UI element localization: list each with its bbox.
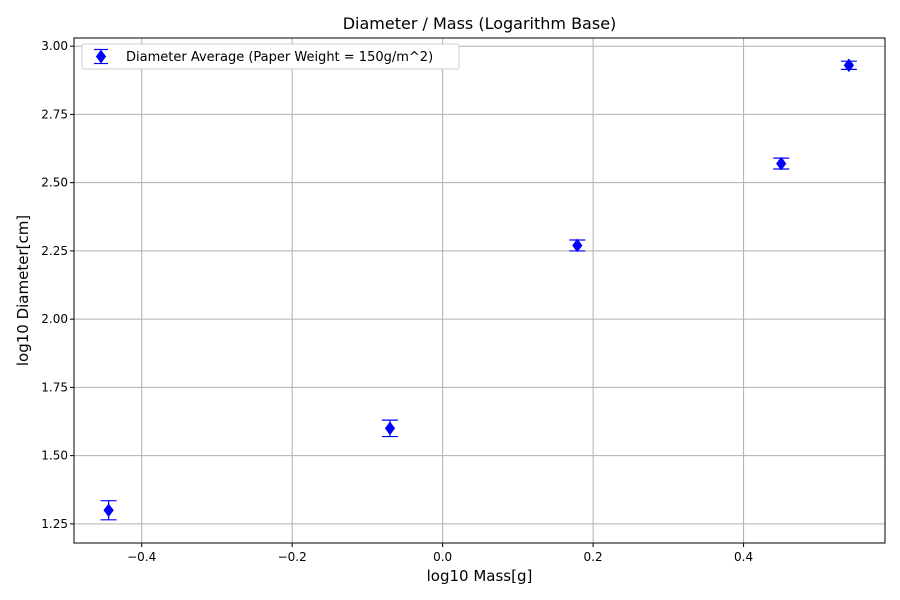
diamond-marker	[776, 156, 787, 171]
y-tick-label: 1.25	[41, 517, 68, 531]
data-point	[381, 419, 398, 438]
data-point	[773, 156, 790, 171]
x-axis-label: log10 Mass[g]	[427, 567, 533, 585]
data-point	[840, 58, 857, 73]
legend: Diameter Average (Paper Weight = 150g/m^…	[81, 43, 460, 70]
y-tick-label: 2.00	[41, 312, 68, 326]
y-axis-label: log10 Diameter[cm]	[14, 215, 32, 366]
x-tick-label: −0.4	[127, 550, 156, 564]
diamond-marker	[384, 421, 396, 436]
y-tick-label: 3.00	[41, 39, 68, 53]
legend-entry-label: Diameter Average (Paper Weight = 150g/m^…	[126, 50, 433, 65]
x-axis-ticks: −0.4 −0.2 0.0 0.2 0.4	[127, 543, 753, 564]
diamond-marker	[572, 238, 583, 253]
x-tick-label: −0.2	[278, 550, 307, 564]
legend-diamond-icon	[95, 49, 107, 64]
x-tick-label: 0.0	[433, 550, 452, 564]
y-tick-label: 2.25	[41, 244, 68, 258]
plot-frame	[73, 37, 886, 544]
diamond-marker	[843, 58, 855, 73]
data-point	[569, 238, 586, 253]
y-tick-label: 2.75	[41, 107, 68, 121]
y-axis-ticks: 1.25 1.50 1.75 2.00 2.25 2.50 2.75 3.00	[41, 39, 74, 531]
legend-box	[81, 43, 460, 70]
chart-title: Diameter / Mass (Logarithm Base)	[343, 14, 617, 33]
data-series	[100, 58, 857, 521]
legend-marker-icon	[94, 48, 108, 65]
x-tick-label: 0.4	[734, 550, 753, 564]
grid	[74, 38, 885, 543]
y-tick-label: 2.50	[41, 176, 68, 190]
y-tick-label: 1.50	[41, 449, 68, 463]
diamond-marker	[103, 503, 114, 518]
x-tick-label: 0.2	[584, 550, 603, 564]
data-point	[100, 500, 117, 521]
y-tick-label: 1.75	[41, 380, 68, 394]
